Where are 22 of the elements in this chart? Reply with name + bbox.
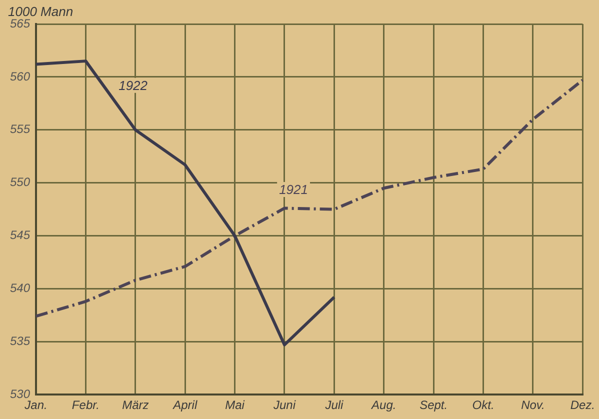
x-tick-label: Sept. bbox=[420, 398, 448, 412]
y-tick-label: 550 bbox=[10, 175, 30, 190]
x-tick-label: Okt. bbox=[472, 398, 494, 412]
series-label: 1921 bbox=[279, 182, 308, 198]
x-tick-label: Juni bbox=[272, 398, 296, 412]
line-series bbox=[34, 78, 584, 318]
x-tick-label: Aug. bbox=[370, 398, 396, 412]
y-tick-label: 530 bbox=[10, 386, 30, 401]
x-tick-label: März bbox=[122, 398, 149, 412]
y-tick-label: 545 bbox=[10, 228, 30, 242]
series-label: 1922 bbox=[118, 78, 148, 94]
y-tick-label: 560 bbox=[10, 69, 30, 84]
x-tick-label: Jan. bbox=[24, 398, 48, 412]
x-tick-label: Febr. bbox=[72, 398, 100, 412]
x-tick-label: April bbox=[172, 398, 198, 412]
x-tick-label: Nov. bbox=[521, 398, 545, 412]
y-tick-label: 555 bbox=[10, 122, 30, 136]
x-tick-label: Mai bbox=[225, 398, 245, 412]
y-tick-label: 535 bbox=[10, 334, 30, 348]
x-tick-label: Dez. bbox=[570, 398, 596, 412]
y-tick-label: 540 bbox=[10, 281, 30, 296]
x-tick-label: Juli bbox=[324, 398, 344, 412]
